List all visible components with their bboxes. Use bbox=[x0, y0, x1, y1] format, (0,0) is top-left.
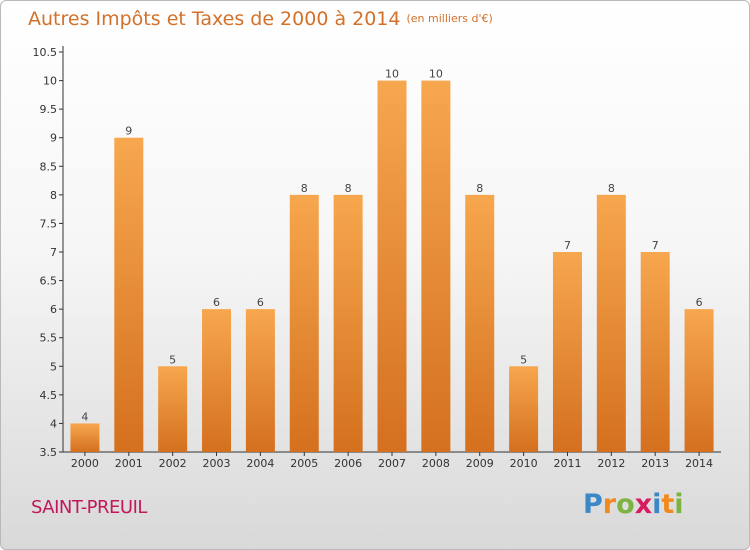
data-label: 5 bbox=[520, 353, 527, 366]
x-tick-label: 2006 bbox=[334, 457, 362, 470]
proxiti-logo: Proxiti bbox=[583, 489, 684, 520]
y-tick-label: 3.5 bbox=[40, 446, 58, 459]
bar bbox=[596, 194, 626, 452]
chart-title-text: Autres Impôts et Taxes de 2000 à 2014 bbox=[28, 8, 401, 30]
y-tick-label: 5 bbox=[50, 360, 57, 373]
y-tick-label: 7 bbox=[50, 246, 57, 259]
bar bbox=[509, 366, 539, 452]
logo-letter: t bbox=[661, 489, 675, 520]
bar bbox=[640, 252, 670, 452]
bar bbox=[245, 309, 275, 452]
data-label: 5 bbox=[169, 353, 176, 366]
bar bbox=[114, 137, 144, 452]
x-tick-label: 2003 bbox=[203, 457, 231, 470]
y-tick-label: 4 bbox=[50, 417, 57, 430]
y-tick-label: 8 bbox=[50, 189, 57, 202]
x-tick-label: 2002 bbox=[159, 457, 187, 470]
data-label: 7 bbox=[652, 239, 659, 252]
data-label: 10 bbox=[385, 68, 399, 81]
bar bbox=[333, 194, 363, 452]
x-tick-label: 2014 bbox=[685, 457, 713, 470]
bar bbox=[202, 309, 232, 452]
y-tick-label: 6 bbox=[50, 303, 57, 316]
x-tick-label: 2009 bbox=[466, 457, 494, 470]
x-tick-label: 2008 bbox=[422, 457, 450, 470]
data-label: 4 bbox=[81, 410, 88, 423]
bar bbox=[377, 80, 407, 453]
y-tick-label: 7.5 bbox=[40, 217, 58, 230]
place-name: SAINT-PREUIL bbox=[31, 497, 147, 518]
data-label: 6 bbox=[696, 296, 703, 309]
x-tick-label: 2011 bbox=[553, 457, 581, 470]
y-tick-label: 9 bbox=[50, 132, 57, 145]
data-label: 8 bbox=[608, 182, 615, 195]
chart-title: Autres Impôts et Taxes de 2000 à 2014 (en… bbox=[28, 8, 493, 30]
data-label: 9 bbox=[125, 125, 132, 138]
data-label: 8 bbox=[345, 182, 352, 195]
x-tick-label: 2004 bbox=[246, 457, 274, 470]
bar bbox=[70, 423, 100, 452]
bar bbox=[552, 252, 582, 452]
x-tick-label: 2007 bbox=[378, 457, 406, 470]
logo-letter: o bbox=[616, 489, 635, 520]
y-tick-label: 8.5 bbox=[40, 160, 58, 173]
y-tick-label: 10 bbox=[43, 75, 57, 88]
logo-letter: x bbox=[634, 489, 653, 520]
data-label: 8 bbox=[301, 182, 308, 195]
y-tick-label: 9.5 bbox=[40, 103, 58, 116]
data-label: 6 bbox=[257, 296, 264, 309]
x-tick-label: 2010 bbox=[510, 457, 538, 470]
data-label: 8 bbox=[476, 182, 483, 195]
x-tick-label: 2001 bbox=[115, 457, 143, 470]
logo-letter: P bbox=[583, 489, 603, 520]
x-tick-label: 2005 bbox=[290, 457, 318, 470]
bar bbox=[289, 194, 319, 452]
y-tick-label: 6.5 bbox=[40, 275, 58, 288]
x-tick-label: 2000 bbox=[71, 457, 99, 470]
x-tick-label: 2012 bbox=[597, 457, 625, 470]
bar bbox=[421, 80, 451, 453]
logo-letter: i bbox=[674, 489, 684, 520]
bar bbox=[684, 309, 714, 452]
logo-letter: i bbox=[652, 489, 662, 520]
x-tick-label: 2013 bbox=[641, 457, 669, 470]
logo-letter: r bbox=[602, 489, 617, 520]
data-label: 10 bbox=[429, 68, 443, 81]
y-tick-label: 5.5 bbox=[40, 332, 58, 345]
chart-unit-label: (en milliers d'€) bbox=[406, 12, 493, 25]
data-label: 6 bbox=[213, 296, 220, 309]
data-label: 7 bbox=[564, 239, 571, 252]
bar bbox=[465, 194, 495, 452]
y-tick-label: 4.5 bbox=[40, 389, 58, 402]
bar bbox=[158, 366, 188, 452]
y-tick-label: 10.5 bbox=[33, 46, 58, 59]
